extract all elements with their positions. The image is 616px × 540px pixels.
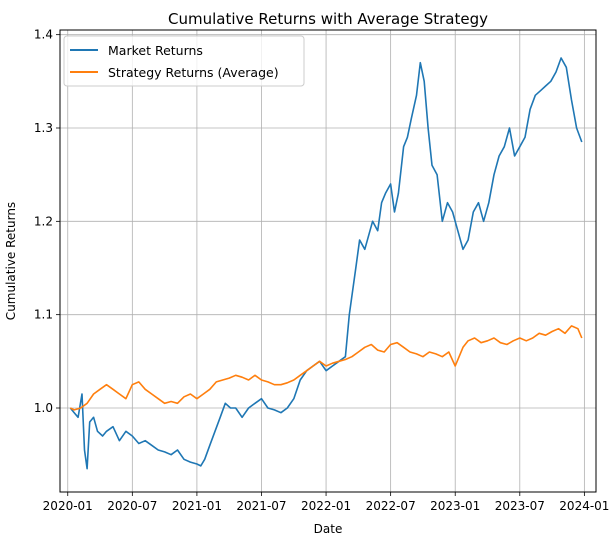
y-axis-label: Cumulative Returns bbox=[4, 202, 18, 320]
x-tick-label-2: 2021-01 bbox=[172, 499, 222, 513]
legend-label-market-returns: Market Returns bbox=[108, 43, 203, 58]
x-axis-label: Date bbox=[314, 522, 343, 536]
tick-layer: 2020-01 2020-07 2021-01 2021-07 2022-01 2022-… bbox=[34, 28, 610, 513]
legend: Market Returns Strategy Returns (Average… bbox=[63, 35, 305, 87]
x-tick-label-3: 2021-07 bbox=[236, 499, 286, 513]
grid-layer bbox=[60, 30, 596, 492]
x-tick-label-5: 2022-07 bbox=[366, 499, 416, 513]
series-line-strategy-returns bbox=[69, 325, 583, 411]
y-tick-label-4: 1.4 bbox=[34, 28, 53, 42]
legend-box bbox=[63, 35, 305, 87]
y-tick-label-2: 1.2 bbox=[34, 214, 53, 228]
y-tick-label-3: 1.3 bbox=[34, 121, 53, 135]
x-tick-label-8: 2024-01 bbox=[559, 499, 609, 513]
legend-label-strategy-returns: Strategy Returns (Average) bbox=[108, 65, 279, 80]
x-tick-label-6: 2023-01 bbox=[430, 499, 480, 513]
x-tick-label-1: 2020-07 bbox=[107, 499, 157, 513]
plot-frame bbox=[59, 29, 597, 493]
x-tick-label-7: 2023-07 bbox=[495, 499, 545, 513]
x-tick-label-0: 2020-01 bbox=[43, 499, 93, 513]
chart-title: Cumulative Returns with Average Strategy bbox=[168, 10, 488, 28]
y-tick-label-0: 1.0 bbox=[34, 401, 53, 415]
series-line-market-returns bbox=[69, 57, 583, 470]
series-layer bbox=[69, 57, 583, 470]
y-tick-label-1: 1.1 bbox=[34, 308, 53, 322]
x-tick-label-4: 2022-01 bbox=[301, 499, 351, 513]
